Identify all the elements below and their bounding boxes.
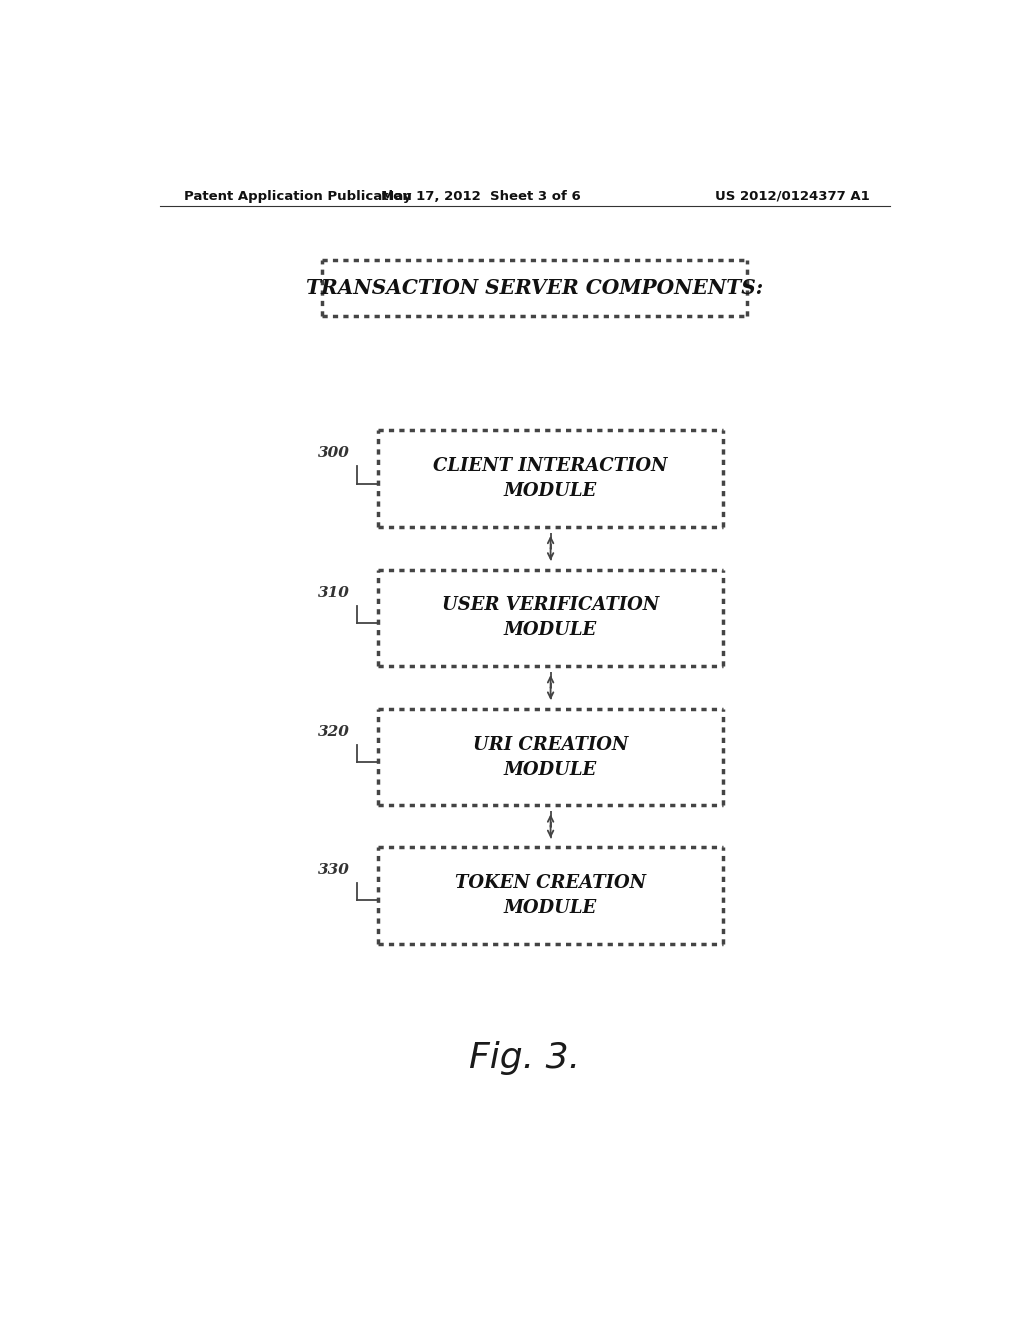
Text: 330: 330 <box>318 863 350 876</box>
Text: 300: 300 <box>318 446 350 461</box>
Bar <box>378 847 723 944</box>
Bar <box>378 569 723 667</box>
Text: US 2012/0124377 A1: US 2012/0124377 A1 <box>716 190 870 202</box>
Text: Fig. 3.: Fig. 3. <box>469 1041 581 1074</box>
Text: TOKEN CREATION
MODULE: TOKEN CREATION MODULE <box>455 874 646 917</box>
Text: TRANSACTION SERVER COMPONENTS:: TRANSACTION SERVER COMPONENTS: <box>306 279 763 298</box>
Text: URI CREATION
MODULE: URI CREATION MODULE <box>473 735 629 779</box>
Text: Patent Application Publication: Patent Application Publication <box>183 190 412 202</box>
Bar <box>378 430 723 527</box>
Text: 310: 310 <box>318 586 350 599</box>
Text: CLIENT INTERACTION
MODULE: CLIENT INTERACTION MODULE <box>433 457 668 500</box>
Text: USER VERIFICATION
MODULE: USER VERIFICATION MODULE <box>442 597 659 639</box>
Bar <box>323 260 748 315</box>
Text: 320: 320 <box>318 725 350 739</box>
Bar <box>378 709 723 805</box>
Text: May 17, 2012  Sheet 3 of 6: May 17, 2012 Sheet 3 of 6 <box>381 190 581 202</box>
